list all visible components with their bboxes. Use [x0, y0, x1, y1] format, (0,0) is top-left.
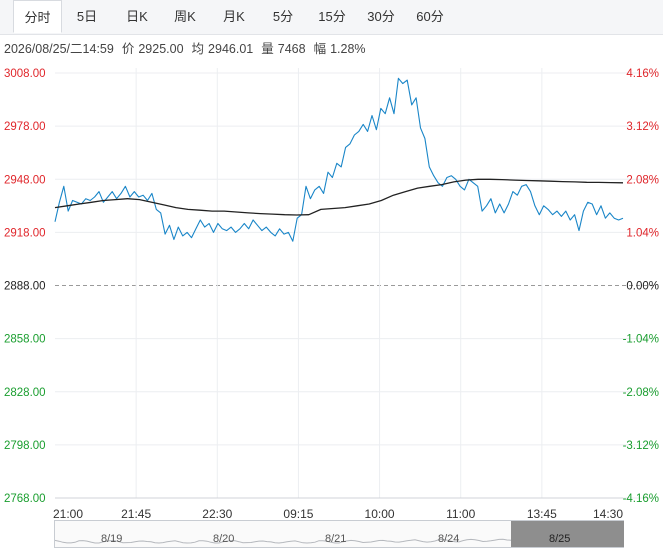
x-tick-label: 22:30	[202, 507, 232, 520]
y-tick-label: 2888.00	[4, 281, 46, 293]
y-tick-label: 2798.00	[4, 440, 46, 452]
pct-tick-label: -1.04%	[623, 334, 659, 346]
pct-tick-label: 3.12%	[626, 121, 659, 133]
price-label: 价	[121, 42, 135, 56]
price-value: 2925.00	[138, 42, 184, 56]
y-tick-label: 2768.00	[4, 493, 46, 505]
period-tab-bar: 分时 5日 日K 周K 月K 5分 15分 30分 60分	[0, 0, 663, 35]
quote-info-bar: 2026/08/25/二14:59 价 2925.00 均 2946.01 量 7468 幅 1…	[4, 38, 374, 57]
x-tick-label: 11:00	[446, 507, 475, 520]
tab-daily-k[interactable]: 日K	[126, 9, 148, 24]
navigator-label-8-25: 8/25	[549, 533, 571, 545]
tab-weekly-k[interactable]: 周K	[174, 9, 196, 24]
volume-value: 7468	[277, 42, 306, 56]
pct-tick-label: 2.08%	[626, 174, 659, 186]
y-tick-label: 2858.00	[4, 334, 46, 346]
pct-tick-label: -3.12%	[623, 440, 659, 452]
tab-60min[interactable]: 60分	[416, 9, 444, 24]
tab-5min[interactable]: 5分	[272, 9, 294, 24]
tab-5day[interactable]: 5日	[76, 9, 98, 24]
y-tick-label: 2978.00	[4, 121, 46, 133]
navigator-label-8-19: 8/19	[101, 533, 123, 545]
amplitude-label: 幅	[313, 42, 327, 56]
navigator-selection[interactable]: 8/25	[511, 521, 624, 547]
volume-label: 量	[261, 42, 274, 56]
pct-tick-label: -4.16%	[623, 493, 659, 505]
pct-tick-label: 1.04%	[626, 227, 659, 239]
tab-15min[interactable]: 15分	[318, 9, 346, 24]
average-price-line	[54, 178, 624, 216]
intraday-price-chart: 3008.00 4.16% 2978.00 3.12% 2948.00 2.08% 2918…	[4, 68, 659, 520]
avg-label: 均	[191, 42, 205, 56]
y-tick-label: 3008.00	[4, 68, 46, 80]
quote-datetime: 2026/08/25/二14:59	[4, 42, 114, 56]
tab-intraday[interactable]: 分时	[13, 0, 62, 33]
x-tick-label: 14:30	[593, 507, 623, 520]
navigator-label-8-20: 8/20	[213, 533, 235, 545]
pct-tick-label: 4.16%	[626, 68, 659, 80]
y-tick-label: 2828.00	[4, 387, 46, 399]
y-tick-label: 2918.00	[4, 227, 46, 239]
pct-tick-label: 0.00%	[626, 281, 659, 293]
x-tick-label: 21:00	[53, 507, 83, 520]
x-tick-label: 13:45	[527, 507, 557, 520]
navigator-label-8-24: 8/24	[438, 533, 460, 545]
x-tick-label: 09:15	[283, 507, 313, 520]
tab-monthly-k[interactable]: 月K	[223, 9, 245, 24]
amplitude-value: 1.28%	[330, 42, 366, 56]
y-tick-label: 2948.00	[4, 174, 46, 186]
price-line	[54, 77, 624, 242]
x-tick-label: 21:45	[121, 507, 151, 520]
range-navigator[interactable]: 8/25 8/19 8/20 8/21 8/24	[54, 520, 624, 548]
pct-tick-label: -2.08%	[623, 387, 659, 399]
tab-30min[interactable]: 30分	[367, 9, 395, 24]
avg-value: 2946.01	[208, 42, 254, 56]
navigator-label-8-21: 8/21	[325, 533, 347, 545]
x-tick-label: 10:00	[365, 507, 395, 520]
